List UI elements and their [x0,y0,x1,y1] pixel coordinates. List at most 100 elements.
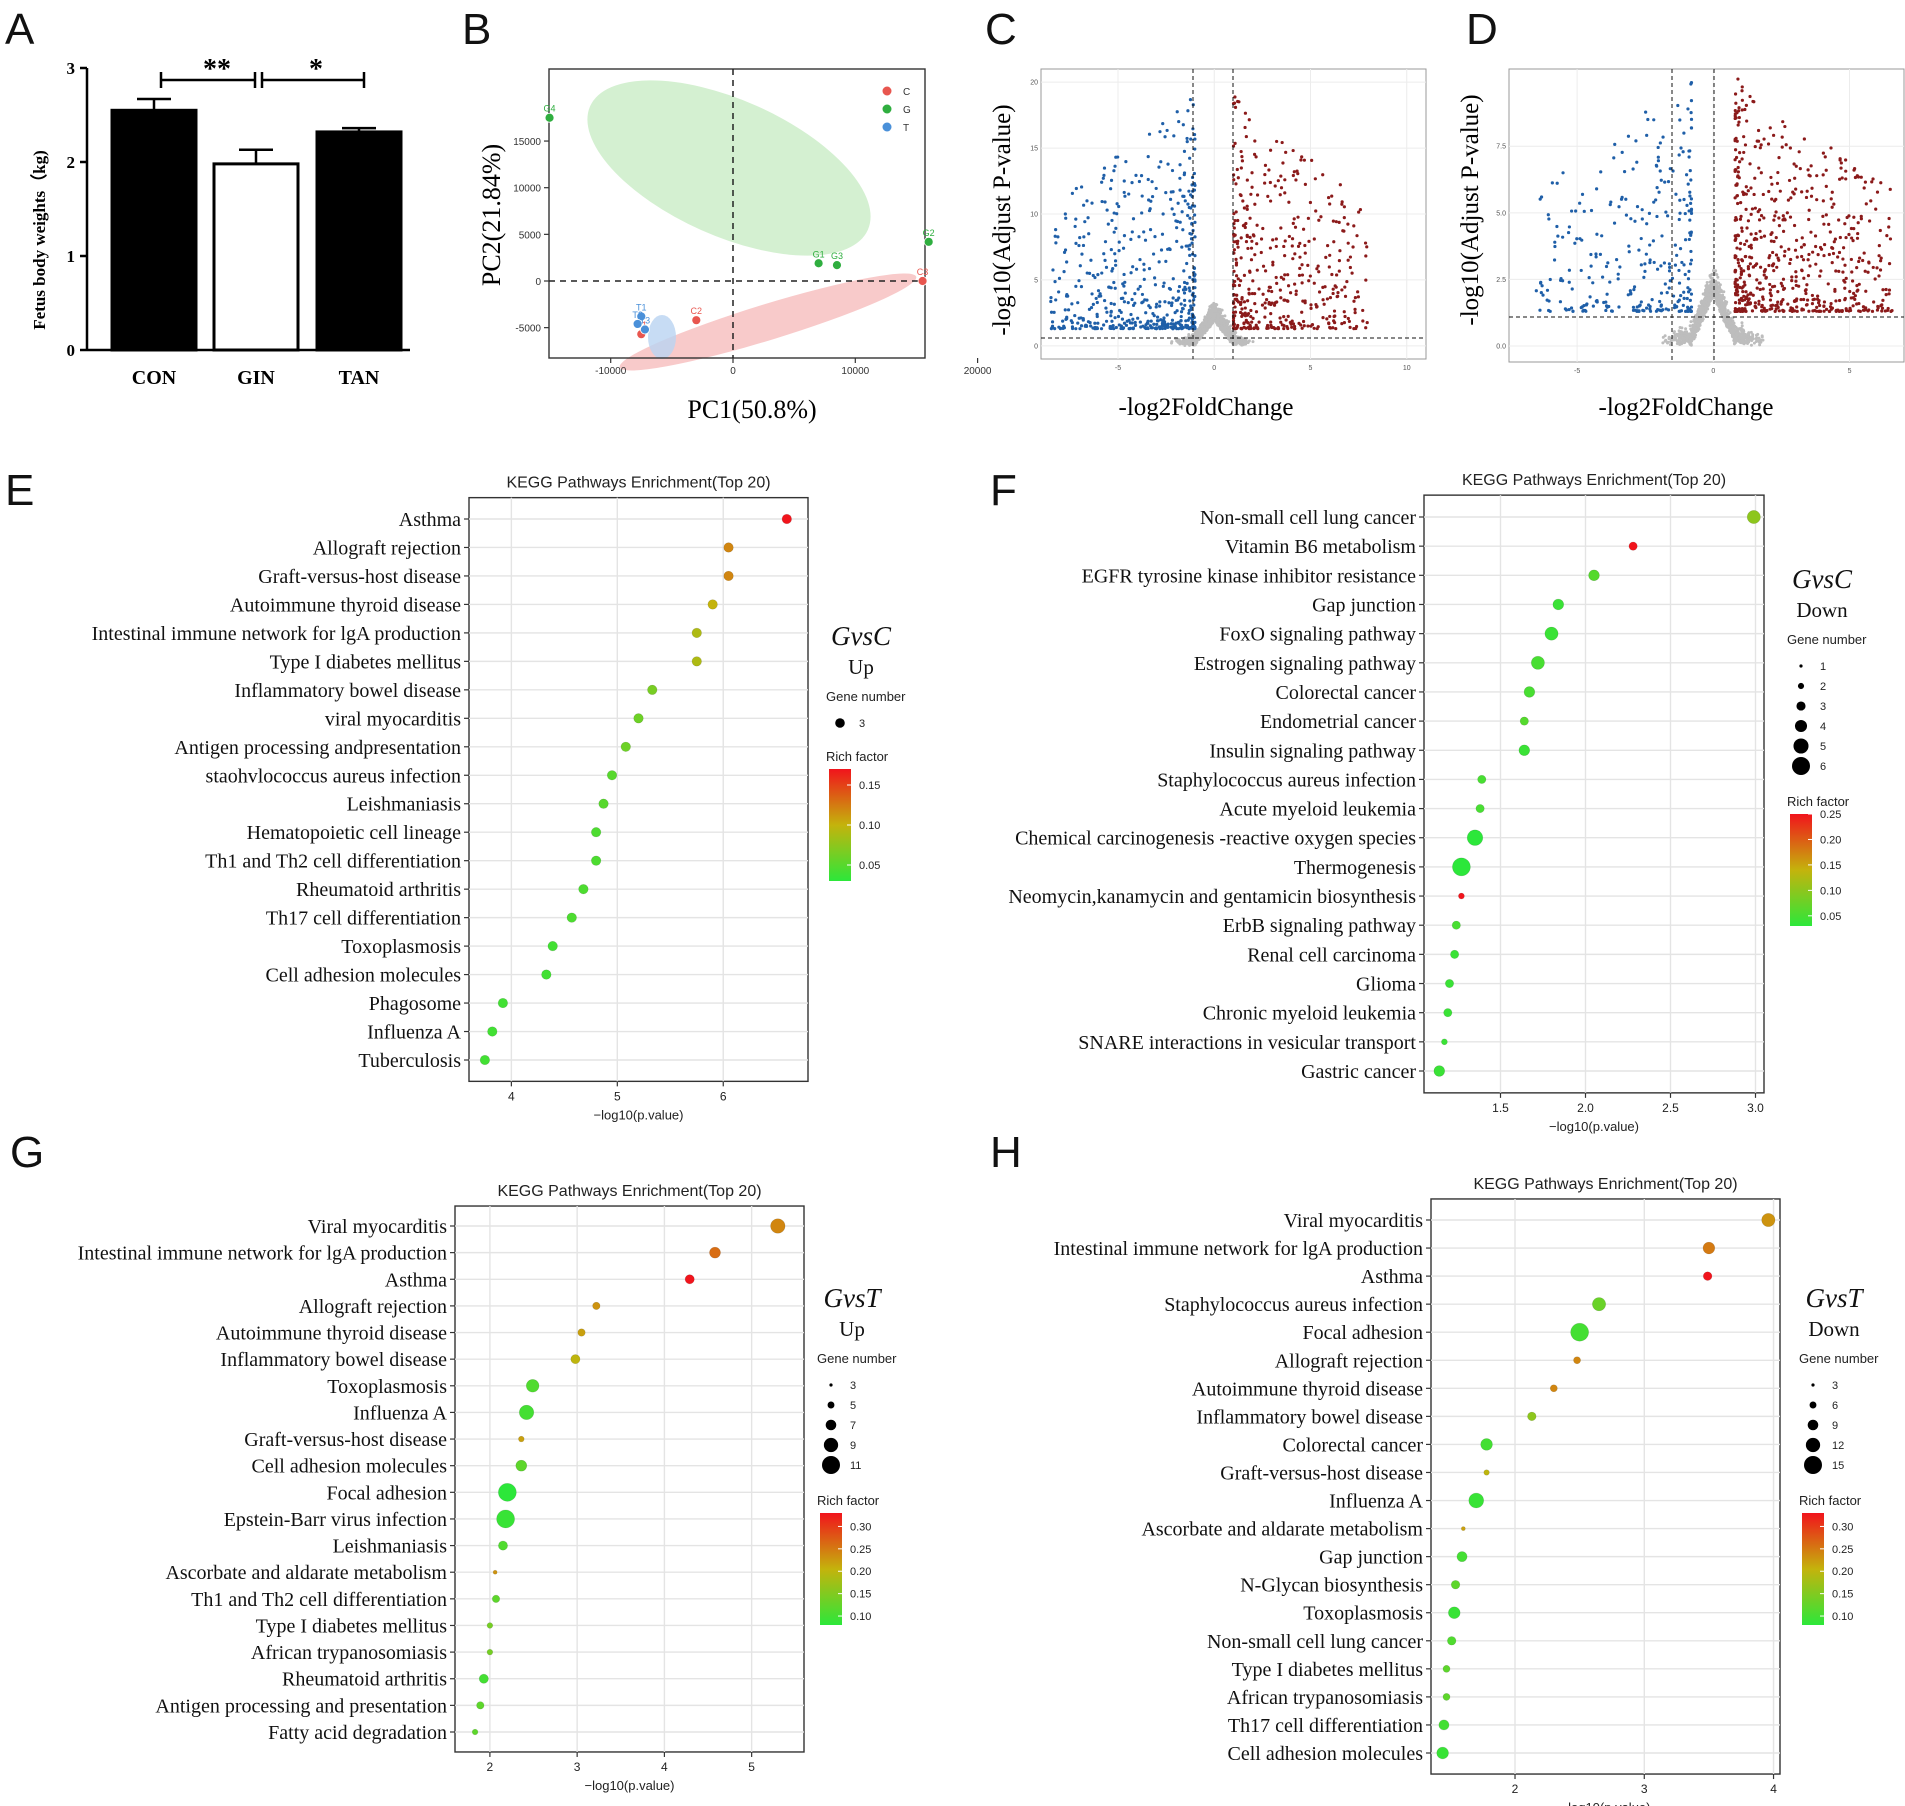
volcano-point-up [1878,228,1882,233]
volcano-point-up [1271,263,1275,267]
volcano-point-ns [1227,320,1231,324]
volcano-point-up [1875,266,1879,270]
volcano-point-down [1130,230,1134,234]
volcano-point-up [1814,244,1818,249]
volcano-point-down [1190,317,1194,321]
volcano-point-down [1113,164,1117,168]
volcano-point-down [1612,221,1617,225]
kegg-pathway-label: Leishmaniasis [333,1536,448,1558]
volcano-point-up [1243,111,1248,115]
volcano-point-up [1810,293,1814,298]
volcano-point-down [1612,156,1616,160]
volcano-point-up [1279,186,1284,190]
kegg-size-legend-dot [1794,719,1808,733]
volcano-point-up [1821,173,1825,177]
volcano-point-up [1833,237,1838,241]
volcano-point-down [1129,271,1133,275]
volcano-point-ns [1216,314,1220,318]
volcano-point-down [1637,309,1641,313]
volcano-point-down [1083,324,1087,328]
volcano-point-down [1632,285,1637,289]
volcano-point-up [1290,325,1294,329]
volcano-point-up [1844,276,1848,280]
volcano-point-up [1781,229,1786,233]
pca-plot-frame [548,68,926,359]
volcano-point-up [1874,207,1878,211]
volcano-point-up [1293,225,1298,229]
volcano-point-up [1772,284,1777,288]
volcano-point-down [1154,326,1158,330]
volcano-point-down [1123,194,1127,198]
volcano-point-up [1794,279,1798,283]
kegg-size-legend-label: 4 [1820,721,1826,733]
volcano-point-down [1688,194,1692,198]
volcano-point-up [1735,111,1739,115]
volcano-point-up [1775,303,1779,307]
volcano-point-down [1186,318,1190,322]
volcano-point-up [1247,118,1251,122]
kegg-xtick-label: 3 [574,1760,581,1774]
volcano-point-up [1231,144,1236,148]
volcano-point-down [1121,326,1125,331]
volcano-point-down [1589,208,1594,213]
volcano-c-ylabel: -log10(Adjust P-value) [989,104,1016,335]
volcano-point-up [1355,234,1359,238]
volcano-point-ns [1739,338,1743,342]
volcano-point-up [1330,272,1334,277]
volcano-point-up [1352,299,1356,303]
pca-legend-marker-g [882,104,892,114]
volcano-point-down [1181,123,1185,127]
volcano-point-up [1740,229,1744,233]
kegg-bubble [1531,655,1545,670]
volcano-point-up [1818,309,1823,313]
volcano-point-down [1182,291,1187,295]
volcano-point-up [1818,274,1822,278]
volcano-point-up [1863,269,1867,273]
volcano-point-up [1328,295,1333,300]
volcano-point-up [1346,316,1350,321]
volcano-point-down [1180,210,1184,214]
volcano-point-ns [1204,319,1208,323]
volcano-point-up [1762,216,1766,220]
kegg-bubble [547,941,558,952]
volcano-point-down [1655,267,1660,271]
pca-legend-marker-t [882,122,892,132]
volcano-point-up [1739,269,1744,274]
volcano-point-down [1052,310,1056,314]
volcano-point-ns [1176,339,1180,343]
volcano-point-up [1332,314,1336,319]
volcano-point-down [1686,277,1691,281]
volcano-point-up [1236,277,1240,281]
kegg-pathway-label: Allograft rejection [299,1296,447,1318]
volcano-d-xlabel: -log2FoldChange [1599,394,1774,421]
volcano-point-up [1830,261,1834,265]
volcano-point-up [1253,139,1257,143]
volcano-point-up [1336,290,1340,295]
volcano-point-down [1148,324,1153,328]
volcano-point-down [1179,319,1183,323]
volcano-point-down [1137,235,1141,239]
pca-ytick-label: 15000 [513,137,541,148]
volcano-point-up [1315,305,1319,309]
volcano-point-up [1279,226,1283,230]
volcano-point-up [1856,288,1860,292]
volcano-point-up [1777,309,1781,313]
volcano-point-down [1641,308,1645,312]
volcano-point-down [1117,248,1121,253]
volcano-point-down [1682,290,1686,294]
volcano-point-up [1852,291,1856,295]
pca-xtick-label: 0 [730,366,736,377]
volcano-point-down [1112,327,1116,331]
volcano-point-down [1547,217,1551,221]
volcano-point-down [1683,238,1688,242]
kegg-pathway-label: Intestinal immune network for lgA produc… [92,623,461,645]
volcano-point-up [1273,184,1277,188]
volcano-point-up [1331,219,1335,223]
volcano-point-up [1792,162,1796,166]
volcano-point-up [1753,144,1757,149]
volcano-point-up [1313,177,1317,181]
volcano-point-down [1051,268,1055,272]
volcano-point-ns [1236,341,1240,345]
volcano-point-down [1681,303,1685,307]
